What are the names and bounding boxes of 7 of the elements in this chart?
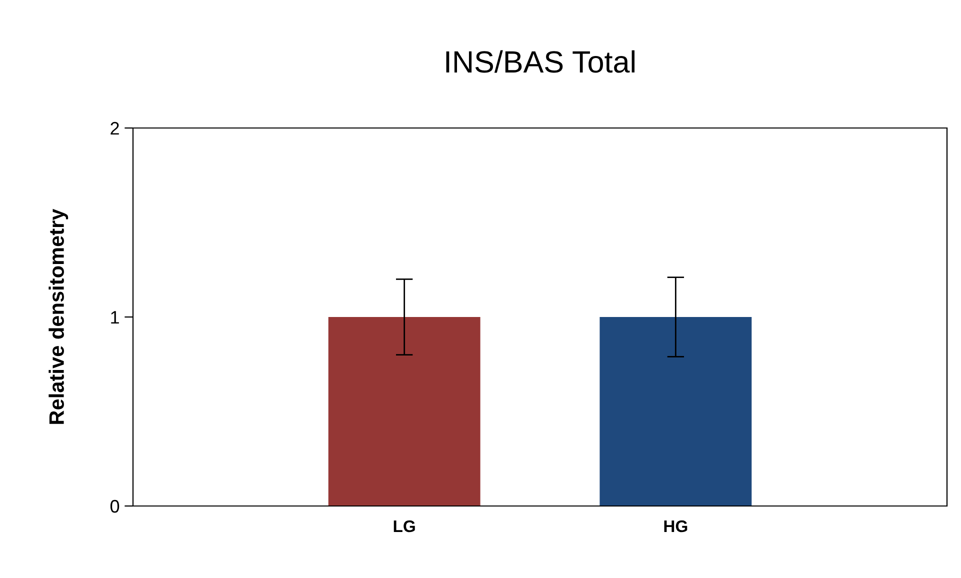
y-tick-label: 0 [110, 500, 120, 513]
y-tick-label: 2 [110, 122, 119, 135]
x-tick-label: HG [664, 520, 688, 532]
chart-title: INS/BAS Total [446, 50, 634, 73]
y-axis-title: Relative densitometry [48, 208, 68, 424]
y-tick-label: 1 [111, 311, 119, 324]
x-tick-label: LG [394, 520, 415, 532]
